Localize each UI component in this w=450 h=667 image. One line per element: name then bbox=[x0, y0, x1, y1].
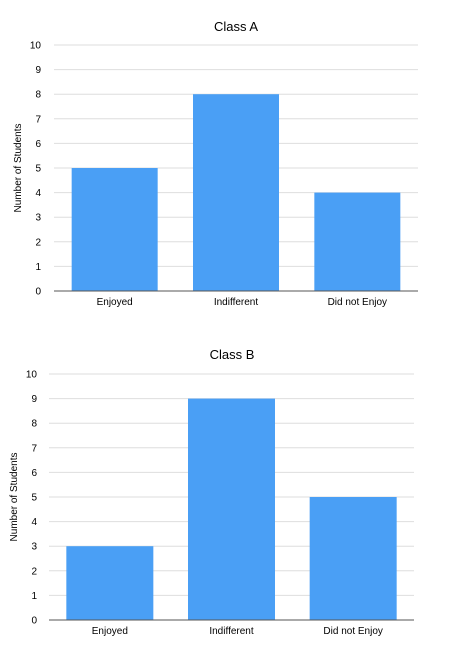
y-tick-label: 3 bbox=[35, 213, 41, 224]
x-tick-label: Did not Enjoy bbox=[328, 297, 387, 308]
y-tick-label: 4 bbox=[31, 517, 37, 528]
y-tick-label: 2 bbox=[31, 566, 37, 577]
y-tick-label: 4 bbox=[35, 188, 41, 199]
y-tick-label: 3 bbox=[31, 542, 37, 553]
y-tick-label: 6 bbox=[31, 468, 37, 479]
y-tick-label: 0 bbox=[35, 287, 41, 298]
x-tick-label: Indifferent bbox=[214, 297, 259, 308]
y-tick-label: 1 bbox=[31, 591, 37, 602]
y-tick-label: 10 bbox=[26, 370, 38, 381]
y-axis-label: Number of Students bbox=[9, 453, 20, 542]
x-tick-label: Indifferent bbox=[209, 626, 254, 637]
y-tick-label: 9 bbox=[31, 394, 37, 405]
chart-class-a: Class A Number of Students 012345678910 … bbox=[13, 19, 418, 308]
y-tick-label: 8 bbox=[35, 90, 41, 101]
bar-did-not-enjoy bbox=[314, 192, 401, 291]
y-axis-label: Number of Students bbox=[13, 124, 24, 213]
y-tick-label: 0 bbox=[31, 616, 37, 627]
bar-indifferent bbox=[193, 94, 279, 291]
bar-enjoyed bbox=[66, 546, 154, 620]
x-tick-label: Did not Enjoy bbox=[323, 626, 382, 637]
y-tick-label: 7 bbox=[35, 114, 41, 125]
chart-title: Class B bbox=[210, 347, 255, 362]
y-tick-label: 5 bbox=[31, 493, 37, 504]
bar-enjoyed bbox=[71, 168, 158, 291]
x-tick-label: Enjoyed bbox=[97, 297, 133, 308]
y-tick-label: 5 bbox=[35, 164, 41, 175]
bar-did-not-enjoy bbox=[309, 497, 397, 620]
y-tick-label: 1 bbox=[35, 262, 41, 273]
y-tick-label: 8 bbox=[31, 419, 37, 430]
chart-class-b: Class B Number of Students 012345678910 … bbox=[9, 347, 414, 637]
y-tick-label: 10 bbox=[30, 41, 42, 52]
y-tick-label: 2 bbox=[35, 237, 41, 248]
y-tick-label: 9 bbox=[35, 65, 41, 76]
chart-title: Class A bbox=[214, 19, 258, 34]
bar-indifferent bbox=[188, 398, 275, 620]
y-tick-label: 7 bbox=[31, 443, 37, 454]
x-tick-label: Enjoyed bbox=[92, 626, 128, 637]
y-tick-label: 6 bbox=[35, 139, 41, 150]
